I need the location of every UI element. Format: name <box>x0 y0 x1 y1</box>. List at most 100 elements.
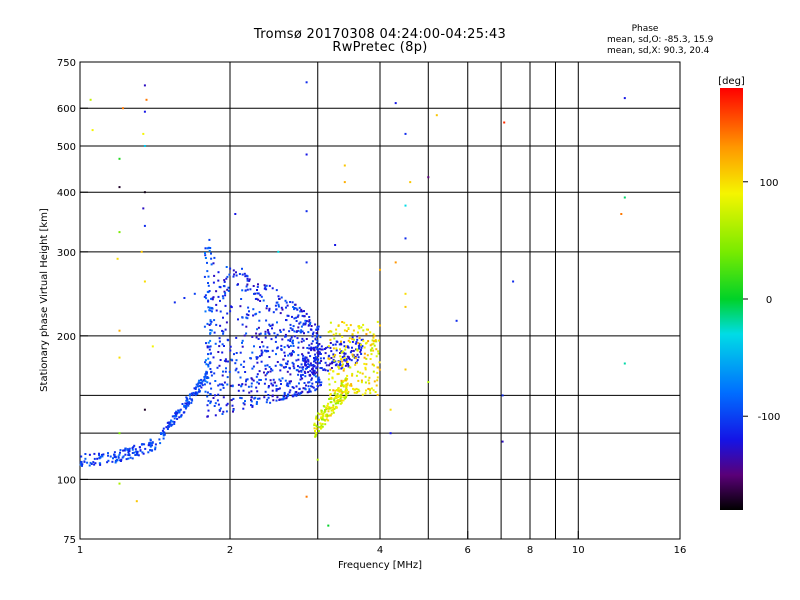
data-point <box>322 412 325 415</box>
data-point <box>320 360 323 362</box>
data-point <box>255 357 258 360</box>
data-point <box>339 364 342 367</box>
data-point <box>256 397 259 400</box>
data-point <box>163 433 166 436</box>
data-point <box>208 290 211 292</box>
data-point <box>274 340 277 343</box>
data-point <box>221 343 224 346</box>
data-point <box>141 451 144 454</box>
data-point <box>311 382 314 385</box>
data-point <box>265 307 268 310</box>
data-point <box>299 378 302 381</box>
data-point <box>125 458 128 461</box>
data-point <box>310 349 313 352</box>
data-point <box>315 388 318 391</box>
data-point <box>320 411 323 414</box>
data-point <box>327 369 329 372</box>
data-point <box>185 405 188 408</box>
data-point <box>267 331 270 334</box>
data-point <box>328 364 331 367</box>
data-point <box>276 396 279 399</box>
data-point <box>313 427 316 430</box>
data-point <box>308 347 311 350</box>
data-point <box>315 332 318 335</box>
data-point <box>241 267 243 270</box>
data-point <box>340 358 343 361</box>
data-point <box>353 388 356 391</box>
data-point <box>255 403 258 405</box>
data-point <box>251 404 254 407</box>
data-point <box>297 326 300 329</box>
data-point <box>301 353 304 356</box>
data-point <box>284 335 287 338</box>
data-point <box>229 267 232 270</box>
data-point <box>292 339 294 342</box>
data-point <box>314 361 317 364</box>
data-point <box>357 331 359 334</box>
data-point <box>340 393 343 396</box>
data-point <box>121 456 124 459</box>
data-point <box>134 448 137 451</box>
data-point <box>214 394 216 397</box>
data-point <box>271 287 274 290</box>
data-point <box>336 395 339 398</box>
data-point <box>241 383 244 386</box>
data-point <box>287 346 290 349</box>
data-point <box>296 337 299 340</box>
data-point <box>332 411 335 414</box>
data-point <box>254 298 257 300</box>
data-point <box>337 390 340 392</box>
data-point <box>329 397 332 400</box>
data-point <box>248 310 250 313</box>
data-point <box>257 292 260 295</box>
data-point <box>258 333 261 336</box>
data-point <box>343 352 346 355</box>
data-point <box>206 322 209 325</box>
data-point <box>118 231 121 234</box>
data-point <box>309 328 312 331</box>
data-point <box>276 321 278 324</box>
data-point <box>309 321 312 324</box>
data-point <box>285 365 287 368</box>
data-point <box>320 345 323 348</box>
data-point <box>168 425 171 428</box>
data-point <box>297 365 299 368</box>
data-point <box>305 384 307 387</box>
data-point <box>209 307 211 309</box>
data-point <box>247 385 250 388</box>
data-point <box>112 457 114 460</box>
data-point <box>243 403 246 406</box>
data-point <box>242 402 245 405</box>
data-point <box>217 403 220 406</box>
data-point <box>230 305 232 308</box>
data-point <box>354 357 357 360</box>
data-point <box>333 337 336 340</box>
data-point <box>325 408 328 411</box>
data-point <box>225 410 228 413</box>
data-point <box>244 275 247 278</box>
data-point <box>194 392 197 395</box>
data-point <box>329 401 332 404</box>
data-point <box>320 381 323 384</box>
data-point <box>204 359 207 362</box>
data-point <box>293 307 296 309</box>
y-tick-label: 100 <box>57 475 76 486</box>
data-point <box>205 342 207 345</box>
data-point <box>207 306 210 309</box>
data-point <box>321 348 324 351</box>
data-point <box>375 348 378 351</box>
data-point <box>266 372 268 375</box>
data-point <box>222 370 224 373</box>
data-point <box>341 399 344 402</box>
data-point <box>342 379 345 382</box>
data-point <box>287 393 290 396</box>
data-point <box>334 244 337 246</box>
data-point <box>311 335 314 338</box>
data-point <box>288 382 291 385</box>
data-point <box>297 314 300 317</box>
data-point <box>427 381 430 383</box>
data-point <box>184 407 187 410</box>
data-point <box>206 391 209 394</box>
data-point <box>310 342 313 345</box>
data-point <box>286 362 288 365</box>
